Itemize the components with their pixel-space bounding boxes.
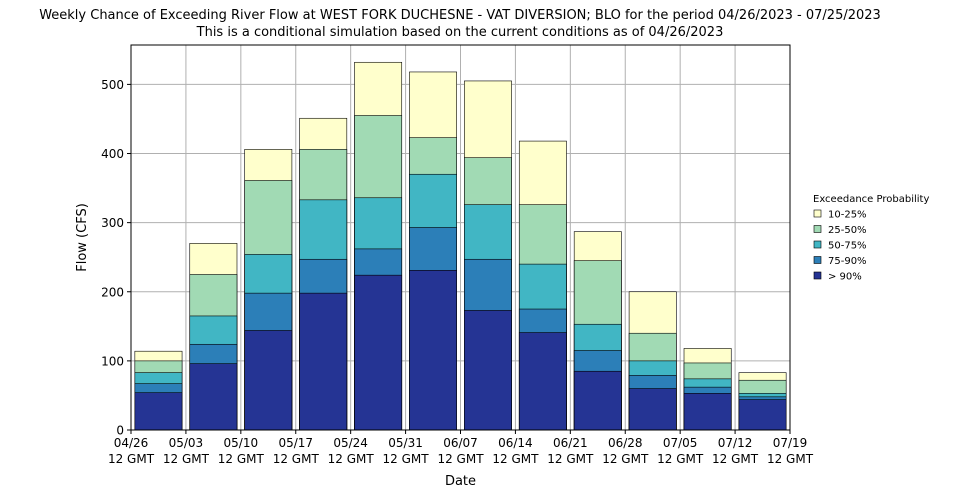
x-tick-label: 07/05 <box>663 436 698 450</box>
x-tick-label: 07/19 <box>773 436 808 450</box>
chart-title: Weekly Chance of Exceeding River Flow at… <box>39 8 881 23</box>
x-tick-label: 06/21 <box>553 436 588 450</box>
x-tick-label: 06/07 <box>443 436 478 450</box>
legend-swatch <box>813 271 822 280</box>
x-tick-label: 04/26 <box>114 436 149 450</box>
legend-label: > 90% <box>828 272 862 283</box>
x-tick-label-time: 12 GMT <box>328 452 375 466</box>
x-tick-label: 05/24 <box>333 436 368 450</box>
x-tick-label-time: 12 GMT <box>602 452 649 466</box>
x-tick-label-time: 12 GMT <box>383 452 430 466</box>
legend-swatch <box>813 209 822 218</box>
y-tick-label: 400 <box>101 147 124 161</box>
x-tick-label-time: 12 GMT <box>218 452 265 466</box>
bar-segment <box>244 330 293 431</box>
bar-segment <box>464 310 512 431</box>
legend-swatch <box>813 225 822 233</box>
y-axis-label: Flow (CFS) <box>75 203 90 272</box>
legend-label: 10-25% <box>828 210 867 221</box>
bar-segment <box>189 363 238 431</box>
x-tick-label: 05/17 <box>278 436 313 450</box>
legend-swatch <box>813 256 822 264</box>
bar-segment <box>299 292 348 431</box>
x-tick-label-time: 12 GMT <box>163 452 210 466</box>
y-tick-label: 100 <box>101 354 124 368</box>
y-tick-label: 300 <box>101 216 124 230</box>
x-tick-label: 06/14 <box>498 436 533 450</box>
x-tick-label-time: 12 GMT <box>492 452 539 466</box>
x-tick-label: 05/03 <box>169 436 204 450</box>
x-axis: 04/26 12 GMT 05/03 12 GMT 05/10 12 GMT 05/17 12… <box>108 430 814 466</box>
x-tick-label-time: 12 GMT <box>108 452 155 466</box>
y-tick-label: 200 <box>101 285 124 299</box>
legend-label: 25-50% <box>828 225 867 236</box>
x-tick-label: 07/12 <box>718 436 753 450</box>
x-tick-label: 06/28 <box>608 436 643 450</box>
y-axis: 0 100 200 300 400 500 <box>101 78 131 438</box>
x-axis-label: Date <box>445 474 476 489</box>
x-tick-label-time: 12 GMT <box>767 452 814 466</box>
bar-segment <box>354 274 403 431</box>
x-tick-label: 05/10 <box>224 436 259 450</box>
legend-label: 75-90% <box>828 256 867 267</box>
x-tick-label: 05/31 <box>388 436 423 450</box>
bar-segment <box>683 393 732 431</box>
bar-segment <box>518 332 567 431</box>
legend-swatch <box>813 240 822 249</box>
bar-segment <box>738 399 787 431</box>
x-tick-label-time: 12 GMT <box>712 452 759 466</box>
x-tick-label-time: 12 GMT <box>437 452 484 466</box>
y-tick-label: 500 <box>101 78 124 92</box>
bars <box>134 61 787 431</box>
y-tick-label: 0 <box>116 424 124 438</box>
legend-label: 50-75% <box>828 241 867 252</box>
bar-segment <box>573 370 622 431</box>
x-tick-label-time: 12 GMT <box>273 452 320 466</box>
legend-title: Exceedance Probability <box>813 194 929 205</box>
bar-segment <box>134 392 183 431</box>
bar-segment <box>628 388 677 431</box>
bar-segment <box>409 270 457 431</box>
x-tick-label-time: 12 GMT <box>547 452 594 466</box>
chart-subtitle: This is a conditional simulation based o… <box>196 25 724 40</box>
legend: Exceedance Probability 10-25% 25-50% 50-75… <box>813 194 929 283</box>
x-tick-label-time: 12 GMT <box>657 452 704 466</box>
